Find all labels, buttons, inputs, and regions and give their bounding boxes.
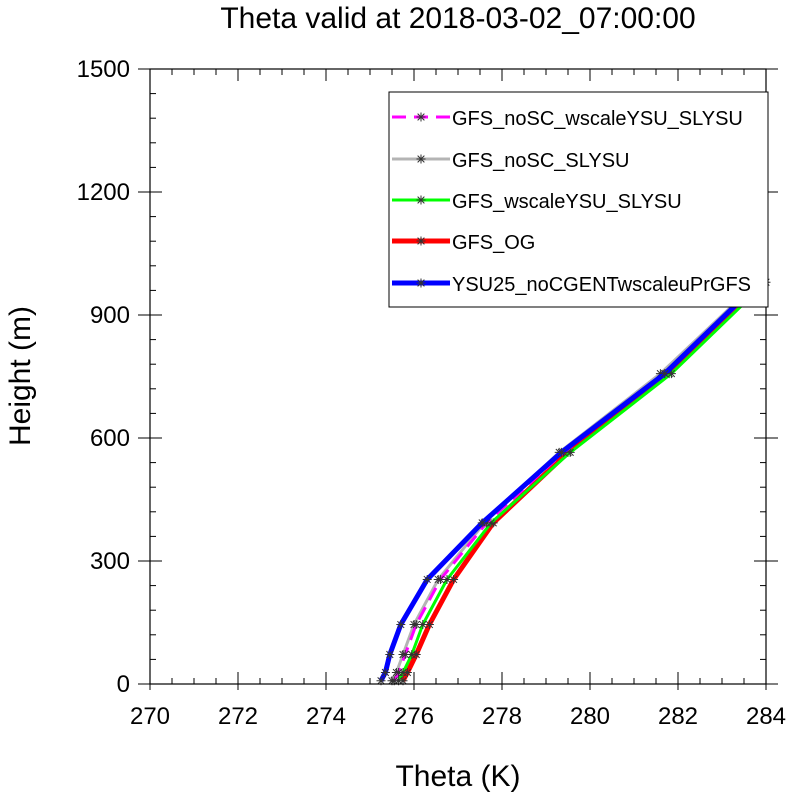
x-tick-label: 274 bbox=[306, 703, 346, 730]
x-tick-label: 284 bbox=[746, 703, 786, 730]
legend: GFS_noSC_wscaleYSU_SLYSU GFS_noSC_SLYSU GF… bbox=[388, 91, 769, 308]
y-tick-label: 600 bbox=[90, 425, 130, 452]
x-tick-label: 282 bbox=[658, 703, 698, 730]
legend-marker bbox=[416, 236, 426, 246]
series-lines bbox=[376, 277, 771, 686]
y-tick-label: 1200 bbox=[77, 179, 130, 206]
legend-box bbox=[388, 91, 769, 308]
legend-marker bbox=[416, 195, 426, 205]
data-point-marker bbox=[411, 620, 421, 630]
y-tick-label: 0 bbox=[117, 671, 130, 698]
x-tick-label: 278 bbox=[482, 703, 522, 730]
legend-label: GFS_noSC_SLYSU bbox=[452, 150, 630, 172]
legend-marker bbox=[416, 112, 426, 122]
legend-label: GFS_OG bbox=[452, 232, 535, 254]
data-point-marker bbox=[449, 574, 459, 584]
x-tick-label: 280 bbox=[570, 703, 610, 730]
legend-label: GFS_wscaleYSU_SLYSU bbox=[452, 191, 682, 213]
axis-ticks: 270 272 274 276 278 280 282 284 0 300 600 900 1200 15… bbox=[77, 56, 786, 730]
data-point-marker bbox=[407, 649, 417, 659]
chart-title: Theta valid at 2018-03-02_07:00:00 bbox=[220, 2, 695, 35]
x-axis-label: Theta (K) bbox=[395, 760, 520, 793]
series-line bbox=[392, 281, 763, 682]
series-line bbox=[400, 280, 766, 682]
data-point-marker bbox=[556, 447, 566, 457]
data-point-marker bbox=[477, 518, 487, 528]
data-point-marker bbox=[422, 574, 432, 584]
x-tick-label: 276 bbox=[394, 703, 434, 730]
y-tick-label: 900 bbox=[90, 302, 130, 329]
data-point-marker bbox=[424, 620, 434, 630]
x-tick-label: 270 bbox=[130, 703, 170, 730]
legend-label: YSU25_noCGENTwscaleuPrGFS bbox=[452, 274, 751, 296]
legend-marker bbox=[416, 154, 426, 164]
x-tick-label: 272 bbox=[218, 703, 258, 730]
data-point-marker bbox=[376, 676, 386, 686]
series-line bbox=[397, 281, 768, 682]
y-axis-label: Height (m) bbox=[4, 306, 37, 446]
data-point-marker bbox=[394, 668, 404, 678]
y-tick-label: 1500 bbox=[77, 56, 130, 83]
series-group bbox=[398, 277, 769, 686]
data-point-marker bbox=[666, 369, 676, 379]
series-group bbox=[389, 277, 767, 686]
legend-label: GFS_noSC_wscaleYSU_SLYSU bbox=[452, 108, 743, 130]
data-point-marker bbox=[389, 676, 399, 686]
legend-marker bbox=[416, 278, 426, 288]
plot-frame bbox=[149, 68, 767, 685]
data-point-marker bbox=[380, 668, 390, 678]
data-point-marker bbox=[660, 369, 670, 379]
data-point-marker bbox=[400, 649, 410, 659]
y-tick-label: 300 bbox=[90, 548, 130, 575]
data-point-marker bbox=[396, 620, 406, 630]
data-point-marker bbox=[442, 574, 452, 584]
series-group bbox=[394, 277, 771, 686]
data-point-marker bbox=[385, 649, 395, 659]
data-point-marker bbox=[565, 447, 575, 457]
data-point-marker bbox=[435, 574, 445, 584]
data-point-marker bbox=[418, 620, 428, 630]
